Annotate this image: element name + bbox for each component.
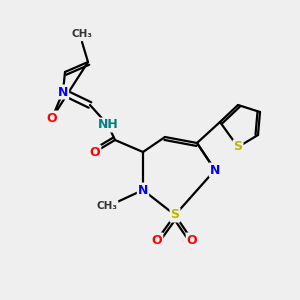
- Text: S: S: [233, 140, 242, 154]
- Text: N: N: [138, 184, 148, 196]
- Text: CH₃: CH₃: [97, 201, 118, 211]
- Text: O: O: [152, 233, 162, 247]
- Text: O: O: [90, 146, 100, 158]
- Text: S: S: [170, 208, 179, 221]
- Text: CH₃: CH₃: [71, 29, 92, 39]
- Text: NH: NH: [98, 118, 118, 131]
- Text: O: O: [187, 233, 197, 247]
- Text: N: N: [58, 85, 68, 98]
- Text: O: O: [47, 112, 57, 124]
- Text: N: N: [210, 164, 220, 176]
